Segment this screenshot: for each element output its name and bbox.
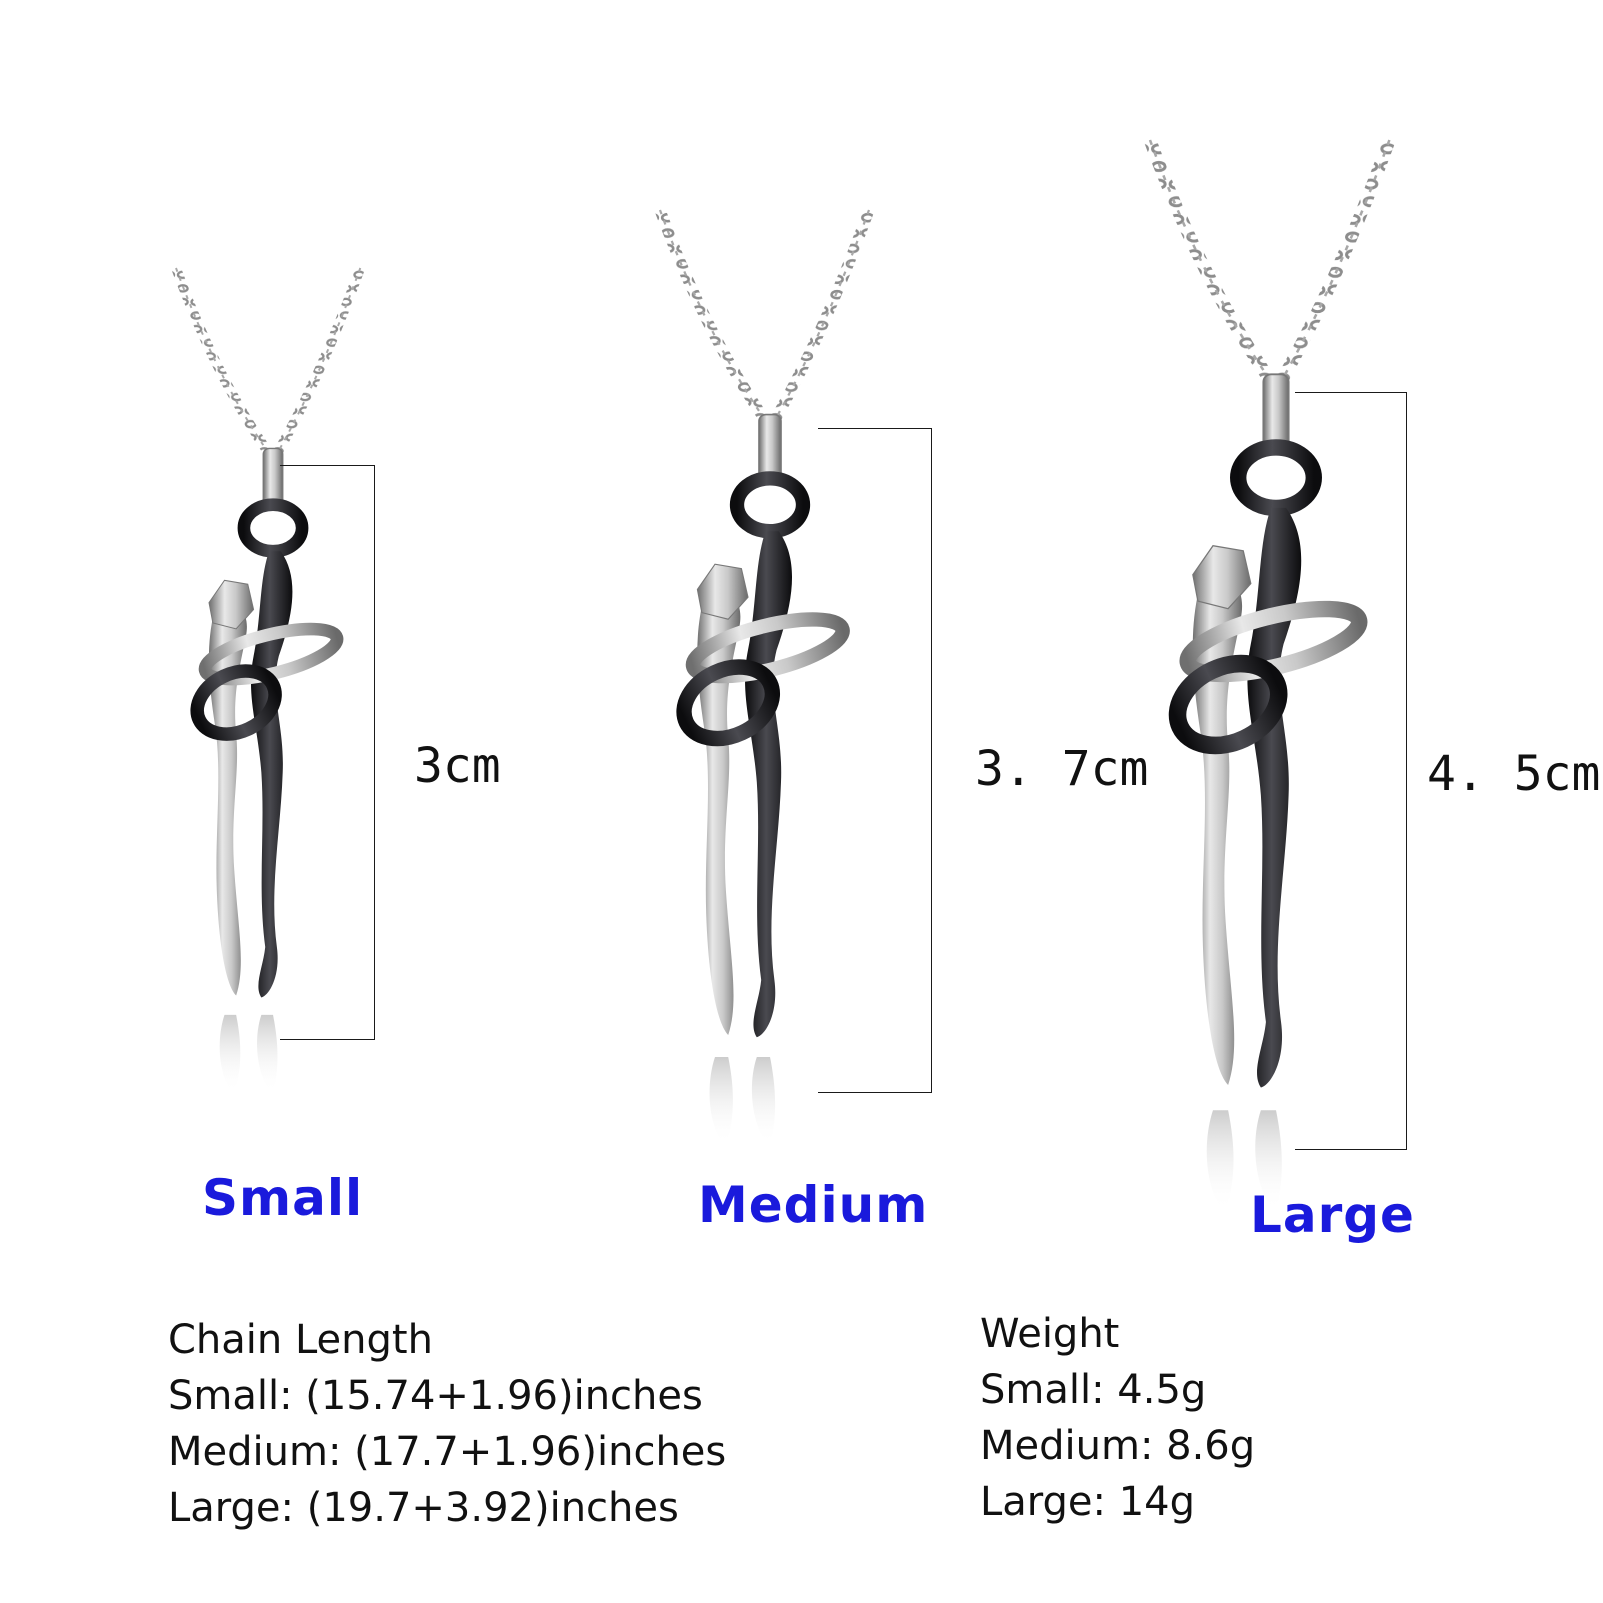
dimension-label-large: 4. 5cm bbox=[1427, 746, 1601, 802]
chain-length-spec: Chain Length Small: (15.74+1.96)inches M… bbox=[168, 1312, 726, 1536]
size-label-medium: Medium bbox=[698, 1176, 929, 1234]
chain-length-heading: Chain Length bbox=[168, 1317, 433, 1363]
measure-bracket-large bbox=[1295, 392, 1407, 1150]
chain-length-medium: Medium: (17.7+1.96)inches bbox=[168, 1429, 727, 1475]
weight-heading: Weight bbox=[980, 1311, 1120, 1357]
dimension-label-small: 3cm bbox=[414, 738, 501, 794]
measure-bracket-medium bbox=[818, 428, 932, 1093]
weight-large: Large: 14g bbox=[980, 1479, 1196, 1525]
weight-medium: Medium: 8.6g bbox=[980, 1423, 1256, 1469]
weight-spec: Weight Small: 4.5g Medium: 8.6g Large: 1… bbox=[980, 1306, 1255, 1530]
size-label-large: Large bbox=[1250, 1186, 1415, 1244]
dimension-label-medium: 3. 7cm bbox=[975, 741, 1149, 797]
size-label-small: Small bbox=[202, 1169, 364, 1227]
weight-small: Small: 4.5g bbox=[980, 1367, 1207, 1413]
chain-length-small: Small: (15.74+1.96)inches bbox=[168, 1373, 703, 1419]
chain-length-large: Large: (19.7+3.92)inches bbox=[168, 1485, 679, 1531]
measure-bracket-small bbox=[280, 465, 375, 1040]
